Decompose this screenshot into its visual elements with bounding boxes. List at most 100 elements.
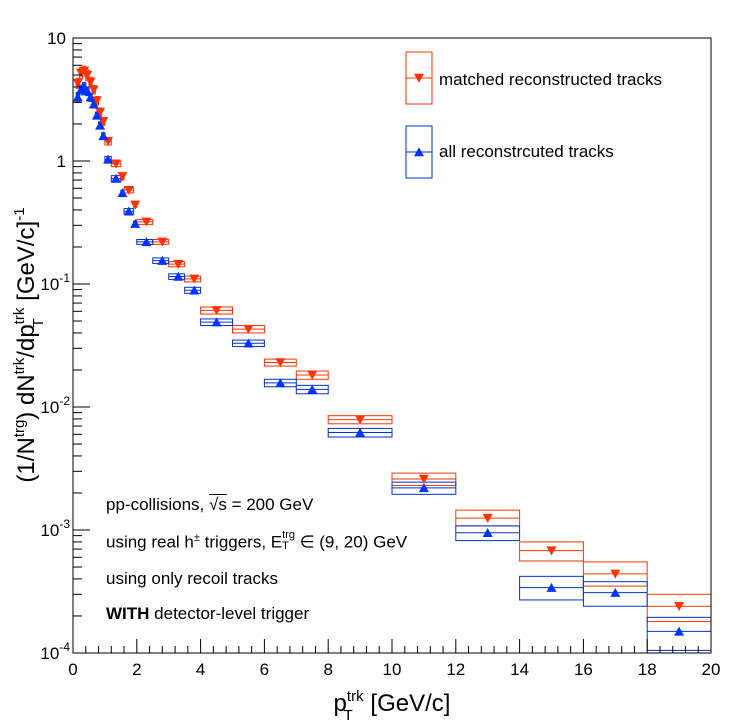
annotation-collisions-text: pp-collisions, [106, 495, 209, 514]
all-track-point [243, 338, 254, 348]
matched-track-point [95, 107, 106, 117]
all-track-point [418, 483, 429, 493]
legend-label-all: all reconstrcuted tracks [439, 142, 614, 161]
sqrt-s-symbol: √s [209, 495, 227, 514]
all-track-point [211, 317, 222, 327]
y-tick-label: 10-1 [40, 271, 70, 294]
x-tick-label: 14 [510, 660, 529, 679]
all-track-point [610, 587, 621, 597]
plot-frame [72, 37, 712, 654]
matched-track-point [275, 358, 286, 368]
all-track-point [141, 237, 152, 247]
all-track-point [546, 582, 557, 592]
systematic-box [582, 581, 648, 607]
matched-track-point [141, 217, 152, 227]
legend-marker-all [414, 147, 424, 157]
matched-track-point [546, 546, 557, 556]
all-track-point [355, 427, 366, 437]
annotation-recoil-text: using only recoil tracks [106, 569, 278, 588]
systematic-box [519, 541, 584, 562]
matched-track-point [157, 237, 168, 247]
all-track-point [157, 255, 168, 265]
all-track-point [72, 92, 83, 102]
matched-track-point [211, 306, 222, 316]
all-track-point [482, 527, 493, 537]
annotation-trigger-et: triggers, E [199, 532, 283, 552]
legend [405, 51, 433, 179]
matched-track-point [189, 274, 200, 284]
matched-track-point [85, 77, 96, 87]
all-track-point [111, 173, 122, 183]
annotation-energy-text: = 200 GeV [226, 495, 314, 514]
annotation-detector-trigger: WITH detector-level trigger [106, 604, 309, 624]
systematic-box [455, 525, 521, 542]
systematic-boxes-layer [75, 65, 712, 651]
x-tick-label: 0 [68, 660, 77, 679]
matched-track-point [307, 370, 318, 380]
matched-track-point [123, 185, 134, 195]
data-markers-layer [72, 66, 685, 636]
all-track-point [189, 285, 200, 295]
et-superscript: trg [282, 529, 295, 541]
all-track-point [275, 378, 286, 388]
matched-track-point [72, 78, 83, 88]
annotation-with-bold: WITH [106, 604, 150, 623]
matched-track-point [82, 70, 93, 80]
all-track-point [130, 218, 141, 228]
matched-track-point [418, 474, 429, 484]
annotation-recoil: using only recoil tracks [106, 569, 278, 589]
annotation-detector-text: detector-level trigger [149, 604, 310, 623]
x-tick-label: 2 [132, 660, 141, 679]
y-axis: 10 1 10-1 10-2 10-3 10-4 [40, 29, 90, 663]
y-tick-label: 10-3 [40, 517, 70, 540]
matched-track-point [117, 172, 128, 182]
legend-marker-matched [414, 73, 424, 83]
all-track-point [123, 206, 134, 216]
all-track-point [307, 384, 318, 394]
legend-label-matched: matched reconstructed tracks [439, 70, 662, 89]
x-tick-label: 8 [323, 660, 332, 679]
matched-track-point [173, 259, 184, 269]
annotation-collisions: pp-collisions, √s = 200 GeV [106, 495, 313, 515]
matched-track-point [674, 601, 685, 611]
matched-track-point [91, 96, 102, 106]
et-subscript: T [282, 540, 289, 552]
all-track-point [674, 626, 685, 636]
all-track-point [103, 154, 114, 164]
x-axis-title: ptrk T [GeV/c] [334, 688, 451, 724]
y-tick-label: 1 [57, 152, 66, 171]
all-track-point [117, 188, 128, 198]
y-tick-label: 10 [47, 29, 66, 48]
x-tick-label: 12 [446, 660, 465, 679]
annotation-trigger-text: using real h [106, 532, 194, 552]
all-track-point [91, 110, 102, 120]
all-track-point [82, 86, 93, 96]
all-track-point [85, 92, 96, 102]
x-tick-label: 18 [638, 660, 657, 679]
all-track-point [88, 99, 99, 109]
matched-track-point [111, 159, 122, 169]
annotation-trigger-range: ∈ (9, 20) GeV [294, 532, 408, 552]
all-track-point [173, 271, 184, 281]
x-tick-label: 6 [260, 660, 269, 679]
matched-track-point [130, 200, 141, 210]
all-track-point [98, 131, 109, 141]
matched-track-point [482, 513, 493, 523]
matched-track-point [88, 85, 99, 95]
x-axis: 0 2 4 6 8 10 12 14 16 18 20 [68, 639, 720, 679]
matched-track-point [610, 569, 621, 579]
matched-track-point [355, 415, 366, 425]
y-tick-label: 10-2 [40, 394, 70, 417]
y-tick-label: 10-4 [40, 640, 70, 663]
matched-track-point [243, 324, 254, 334]
x-tick-label: 16 [574, 660, 593, 679]
x-tick-label: 20 [702, 660, 721, 679]
x-tick-label: 4 [196, 660, 205, 679]
all-track-point [95, 120, 106, 130]
x-tick-label: 10 [383, 660, 402, 679]
charge-symbol: ± [193, 531, 200, 544]
et-sub-sup: trg T [282, 530, 295, 552]
y-axis-title: (1/Ntrg) dNtrk/dptrk T [GeV/c]-1 [11, 207, 47, 482]
